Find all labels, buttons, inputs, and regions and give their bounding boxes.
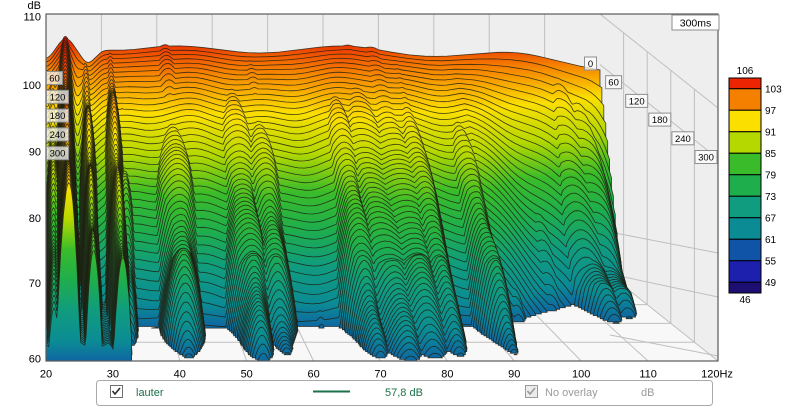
svg-text:55: 55 xyxy=(765,256,777,267)
svg-text:lauter: lauter xyxy=(136,387,164,399)
svg-text:100: 100 xyxy=(572,369,590,381)
svg-text:85: 85 xyxy=(765,149,777,160)
svg-text:80: 80 xyxy=(29,213,41,225)
svg-text:70: 70 xyxy=(374,369,386,381)
svg-text:79: 79 xyxy=(765,170,777,181)
svg-text:50: 50 xyxy=(241,369,253,381)
svg-text:90: 90 xyxy=(508,369,520,381)
svg-text:110: 110 xyxy=(639,369,657,381)
svg-text:300: 300 xyxy=(50,149,66,160)
svg-text:No overlay: No overlay xyxy=(545,387,598,399)
svg-text:100: 100 xyxy=(23,80,41,92)
svg-text:0: 0 xyxy=(588,59,593,70)
svg-text:dB: dB xyxy=(28,0,41,12)
svg-text:60: 60 xyxy=(29,354,41,366)
svg-text:180: 180 xyxy=(50,111,66,122)
svg-text:40: 40 xyxy=(174,369,186,381)
svg-text:20: 20 xyxy=(40,369,52,381)
svg-text:106: 106 xyxy=(737,66,754,77)
svg-text:91: 91 xyxy=(765,127,777,138)
svg-text:240: 240 xyxy=(50,130,66,141)
svg-text:120Hz: 120Hz xyxy=(701,369,733,381)
svg-text:dB: dB xyxy=(641,387,654,399)
svg-text:46: 46 xyxy=(739,295,751,306)
svg-text:30: 30 xyxy=(107,369,119,381)
svg-text:103: 103 xyxy=(765,84,782,95)
svg-text:70: 70 xyxy=(29,278,41,290)
svg-text:60: 60 xyxy=(608,78,619,89)
svg-text:60: 60 xyxy=(49,74,60,85)
svg-text:60: 60 xyxy=(307,369,319,381)
svg-text:80: 80 xyxy=(441,369,453,381)
svg-text:300: 300 xyxy=(698,153,714,164)
svg-text:240: 240 xyxy=(675,134,691,145)
svg-text:90: 90 xyxy=(29,147,41,159)
svg-text:120: 120 xyxy=(50,92,66,103)
svg-text:73: 73 xyxy=(765,192,777,203)
svg-text:49: 49 xyxy=(765,278,777,289)
svg-text:110: 110 xyxy=(23,12,41,24)
svg-text:97: 97 xyxy=(765,106,777,117)
svg-text:61: 61 xyxy=(765,235,777,246)
svg-text:57,8 dB: 57,8 dB xyxy=(385,387,423,399)
svg-text:120: 120 xyxy=(629,96,645,107)
svg-text:180: 180 xyxy=(652,115,668,126)
svg-text:67: 67 xyxy=(765,213,777,224)
svg-text:300ms: 300ms xyxy=(680,18,712,30)
